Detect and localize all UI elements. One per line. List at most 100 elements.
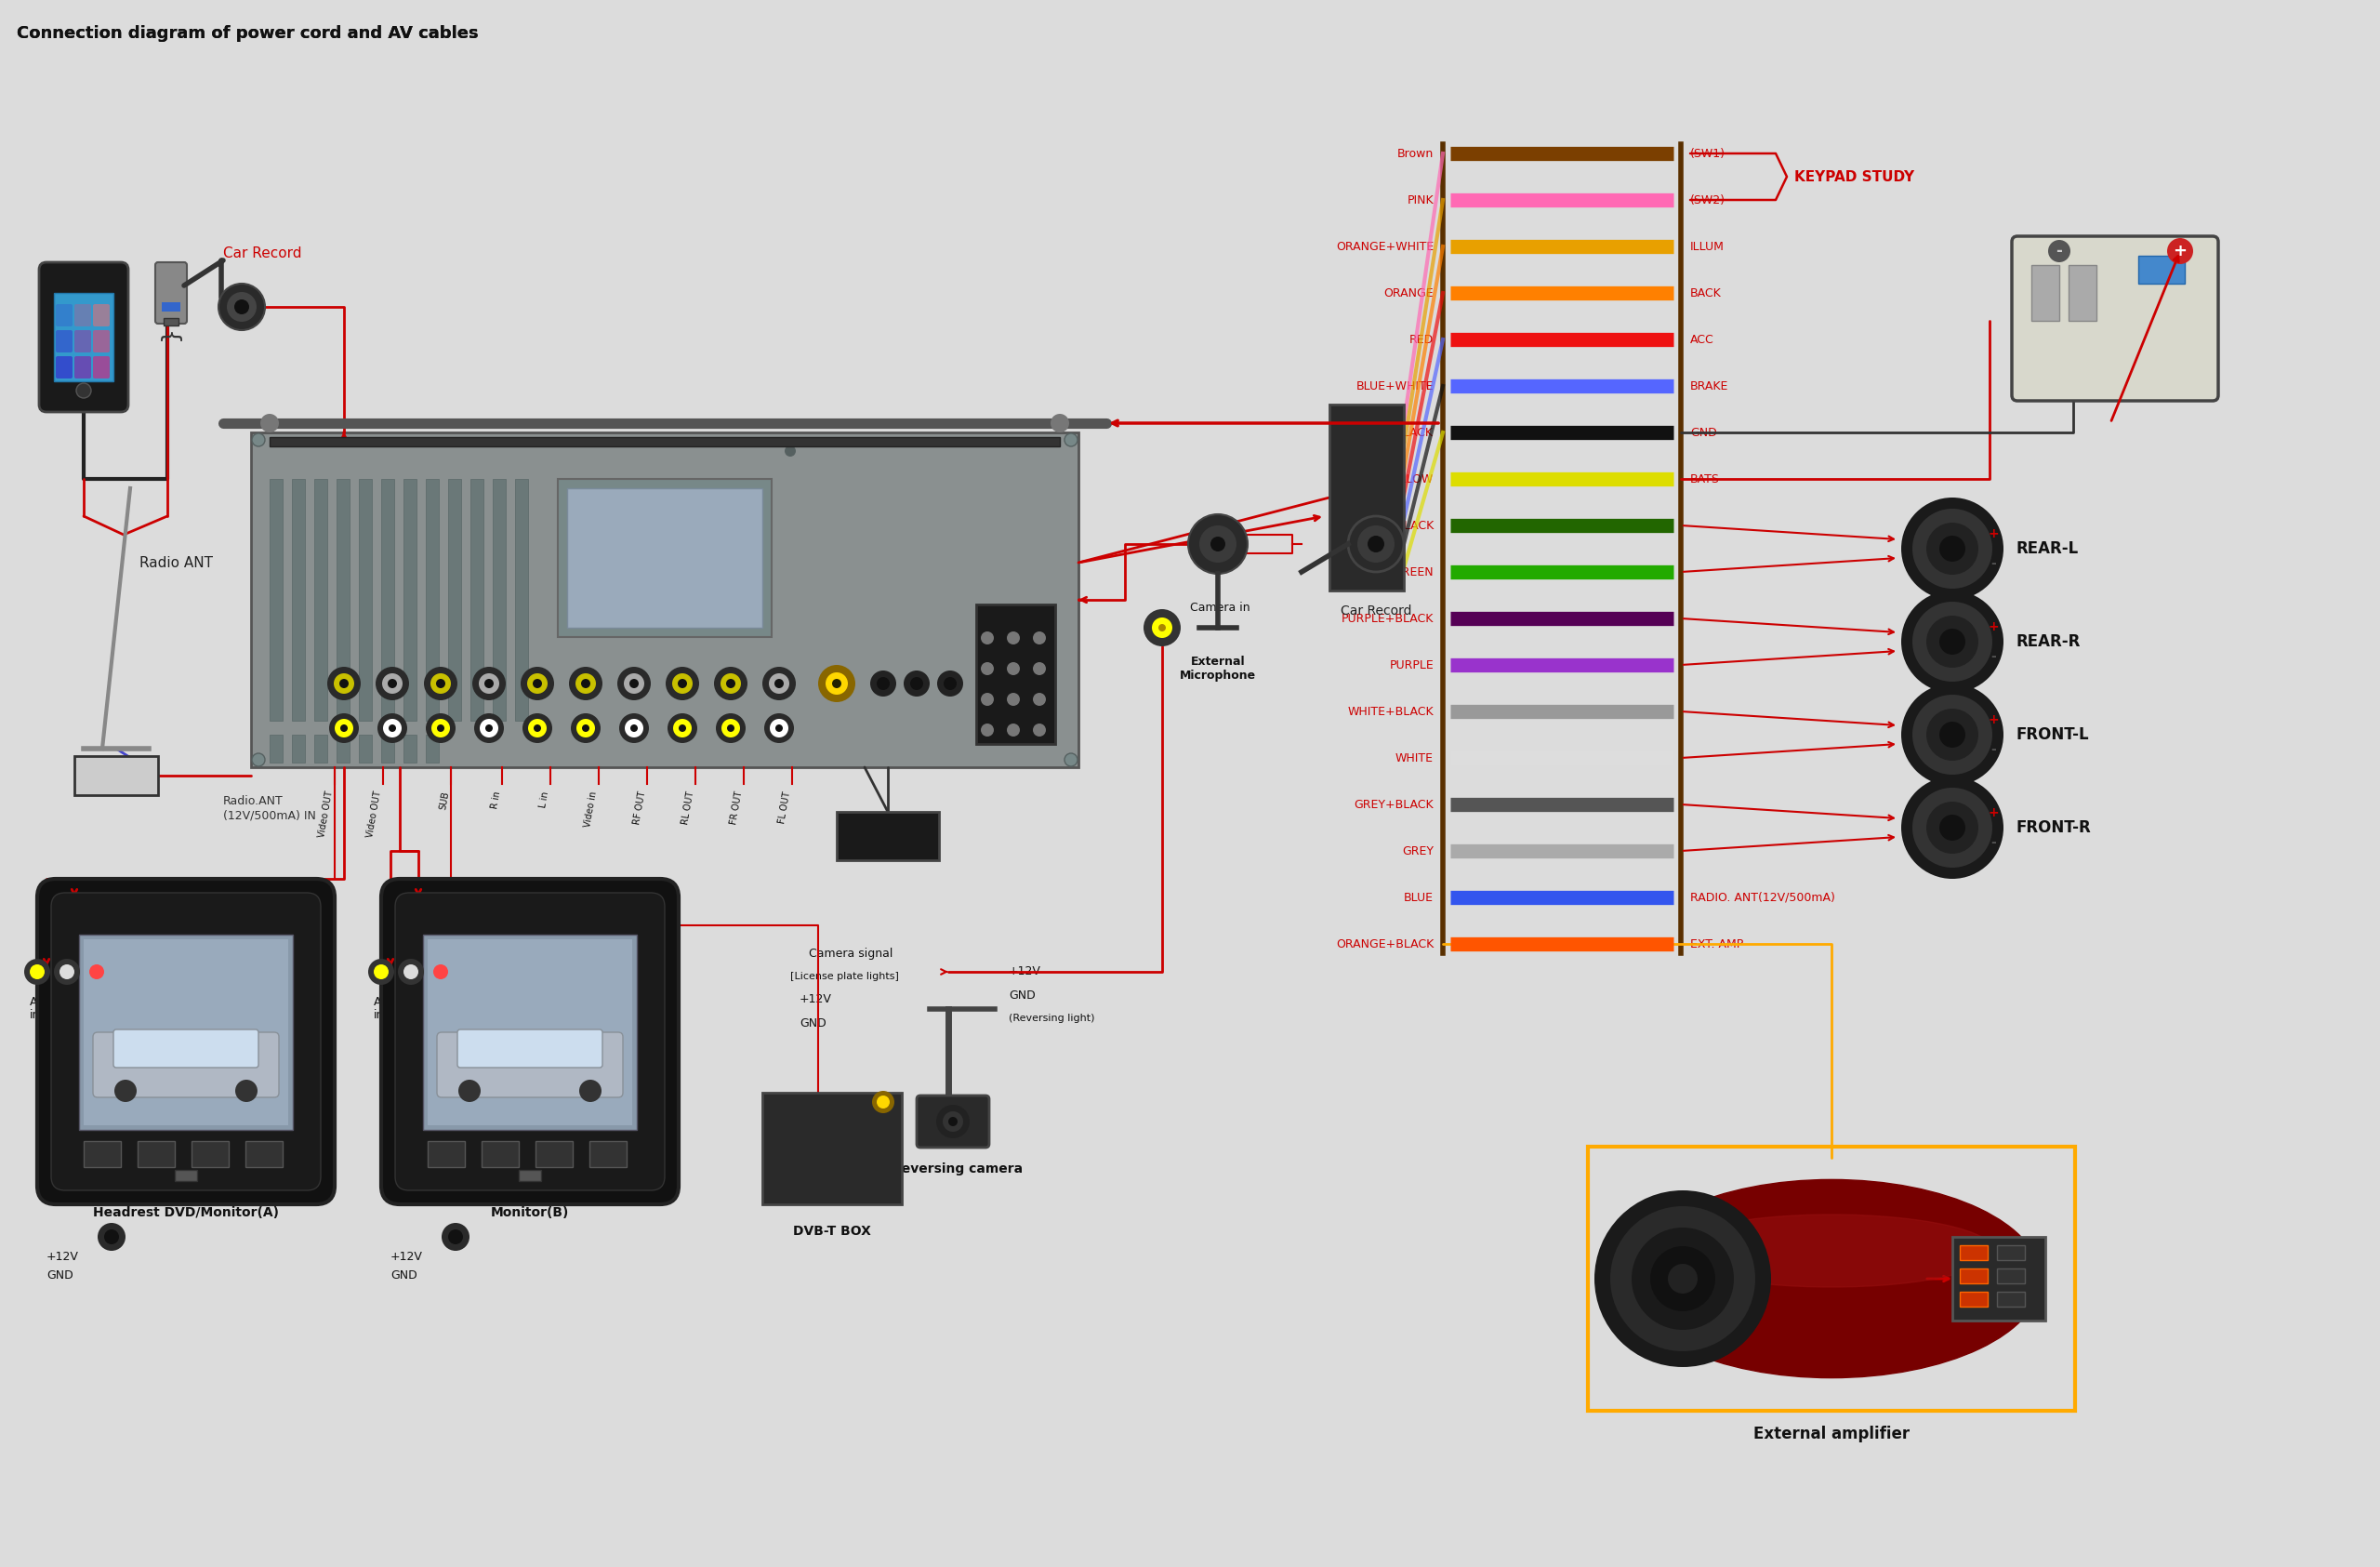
Circle shape: [526, 674, 547, 694]
FancyBboxPatch shape: [916, 1095, 990, 1147]
Bar: [519, 1171, 540, 1182]
Text: Radio ANT: Radio ANT: [140, 556, 212, 570]
Text: RL OUT: RL OUT: [681, 790, 695, 826]
Text: +12V: +12V: [390, 1250, 424, 1263]
Circle shape: [328, 668, 362, 700]
Circle shape: [631, 724, 638, 732]
Text: GREY+BLACK: GREY+BLACK: [1354, 798, 1433, 810]
Circle shape: [981, 632, 995, 644]
Circle shape: [1033, 724, 1045, 736]
Circle shape: [1347, 516, 1404, 572]
Circle shape: [105, 1230, 119, 1244]
Circle shape: [1925, 616, 1978, 668]
Circle shape: [833, 679, 843, 688]
Circle shape: [376, 668, 409, 700]
Text: Video OUT: Video OUT: [367, 790, 383, 838]
Ellipse shape: [1668, 1214, 1994, 1287]
Text: DVB-T BOX: DVB-T BOX: [793, 1225, 871, 1238]
Circle shape: [252, 754, 264, 766]
Circle shape: [1925, 708, 1978, 760]
Text: RED: RED: [1409, 334, 1433, 345]
Bar: [536, 1141, 574, 1167]
Circle shape: [1633, 1227, 1735, 1330]
Circle shape: [1925, 802, 1978, 854]
Circle shape: [55, 959, 81, 984]
Circle shape: [388, 679, 397, 688]
Circle shape: [871, 1091, 895, 1113]
Text: REAR-R: REAR-R: [2016, 633, 2080, 650]
Text: External
Microphone: External Microphone: [1180, 655, 1257, 682]
FancyBboxPatch shape: [2011, 237, 2218, 401]
Circle shape: [583, 724, 590, 732]
Circle shape: [1033, 693, 1045, 705]
Bar: [1959, 1268, 1987, 1283]
Text: YELLOW: YELLOW: [1385, 473, 1433, 484]
Bar: [269, 480, 283, 721]
Circle shape: [764, 713, 795, 743]
Circle shape: [1940, 536, 1966, 561]
Circle shape: [678, 724, 685, 732]
Circle shape: [383, 674, 402, 694]
Circle shape: [83, 959, 109, 984]
Circle shape: [904, 671, 931, 697]
Text: +: +: [2173, 243, 2187, 260]
Circle shape: [1033, 632, 1045, 644]
Bar: [381, 480, 395, 721]
Bar: [55, 293, 114, 381]
Circle shape: [524, 713, 552, 743]
Circle shape: [369, 959, 395, 984]
Text: A/V
in: A/V in: [29, 995, 50, 1022]
Text: Connection diagram of power cord and AV cables: Connection diagram of power cord and AV …: [17, 25, 478, 42]
Circle shape: [474, 713, 505, 743]
Circle shape: [576, 674, 595, 694]
Bar: [1959, 1246, 1987, 1260]
FancyBboxPatch shape: [155, 262, 188, 324]
Circle shape: [252, 434, 264, 447]
Text: AMP: AMP: [98, 768, 136, 784]
Circle shape: [459, 1080, 481, 1102]
Circle shape: [571, 713, 600, 743]
Bar: [164, 318, 178, 326]
Text: KEYPAD STUDY: KEYPAD STUDY: [1795, 169, 1914, 183]
Circle shape: [981, 663, 995, 675]
Text: (Reversing light): (Reversing light): [1009, 1014, 1095, 1023]
Text: +12V: +12V: [48, 1250, 79, 1263]
Text: RF OUT: RF OUT: [633, 790, 647, 826]
Text: EXT. AMP: EXT. AMP: [1690, 939, 1745, 950]
Bar: [336, 735, 350, 763]
Text: REAR-L: REAR-L: [2016, 541, 2078, 556]
Bar: [381, 735, 395, 763]
Text: +: +: [1987, 807, 1999, 820]
Text: WHITE: WHITE: [1395, 752, 1433, 765]
Circle shape: [428, 959, 455, 984]
Bar: [138, 1141, 174, 1167]
Text: BLUE: BLUE: [1404, 892, 1433, 904]
Text: GREY: GREY: [1402, 845, 1433, 857]
Bar: [359, 735, 371, 763]
Circle shape: [776, 724, 783, 732]
Circle shape: [1914, 788, 1992, 868]
Circle shape: [624, 674, 645, 694]
Circle shape: [1649, 1246, 1716, 1312]
Bar: [557, 480, 771, 638]
Text: GND: GND: [48, 1269, 74, 1282]
Circle shape: [471, 668, 507, 700]
Bar: [83, 939, 288, 1125]
Text: -: -: [2056, 243, 2063, 260]
Circle shape: [29, 964, 45, 979]
Bar: [2137, 255, 2185, 284]
Bar: [79, 934, 293, 1130]
Circle shape: [2049, 240, 2071, 262]
Text: PINK: PINK: [1407, 194, 1433, 205]
Text: L in: L in: [538, 790, 550, 809]
Circle shape: [1211, 536, 1226, 552]
Bar: [447, 480, 462, 721]
FancyBboxPatch shape: [74, 356, 90, 379]
Circle shape: [935, 1105, 969, 1138]
Circle shape: [1668, 1265, 1697, 1294]
Bar: [405, 480, 416, 721]
Circle shape: [616, 668, 650, 700]
Text: -: -: [1990, 556, 1997, 570]
Text: A/V
in: A/V in: [374, 995, 393, 1022]
Circle shape: [726, 724, 735, 732]
